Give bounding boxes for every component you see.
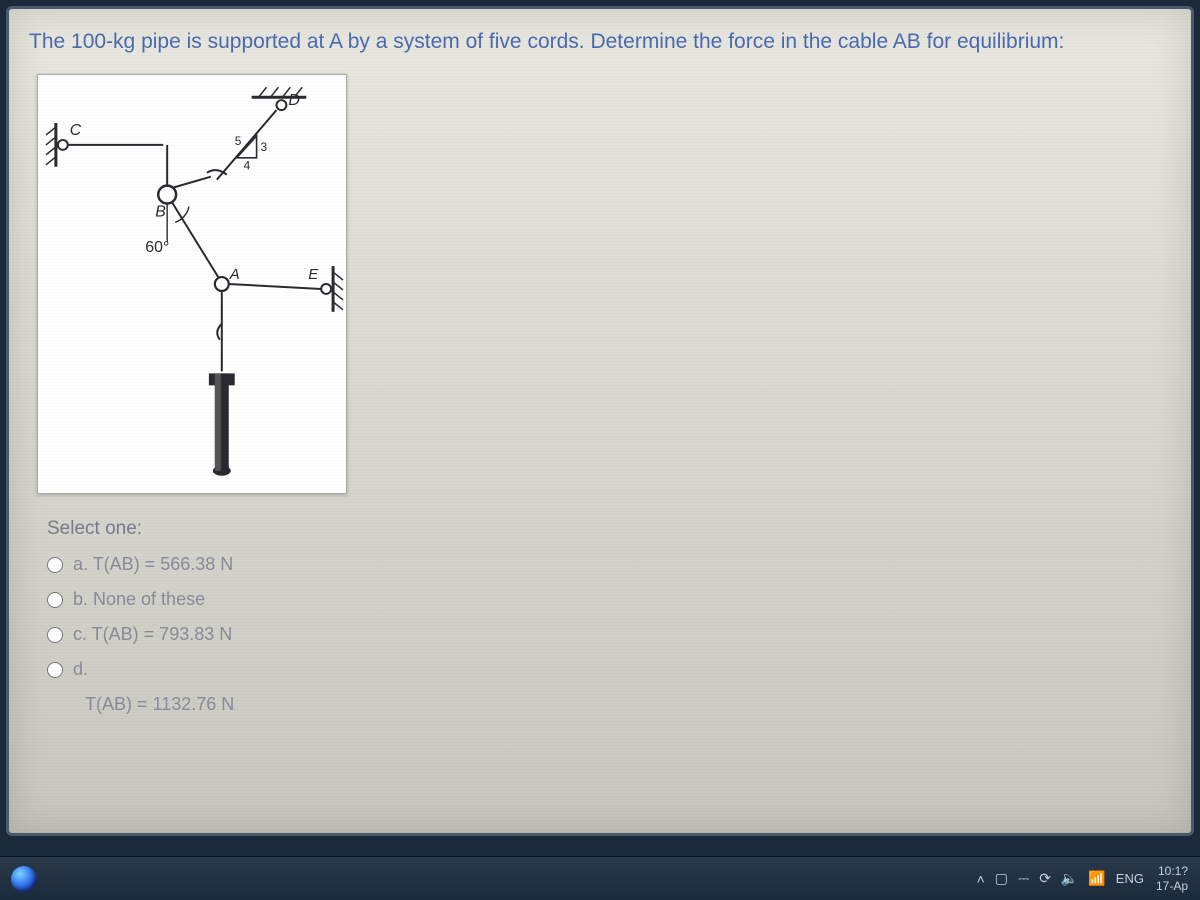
edge-browser-icon[interactable] [6, 861, 42, 897]
radio-a[interactable] [47, 557, 63, 573]
taskbar-left [6, 861, 42, 897]
label-b: B [155, 204, 166, 221]
ratio-4: 4 [244, 159, 251, 173]
network-icon[interactable]: ⎓ [1018, 870, 1029, 887]
label-a: A [229, 267, 240, 283]
select-one-prompt: Select one: [47, 518, 1171, 540]
options-list: a. T(AB) = 566.38 N b. None of these c. … [47, 554, 1171, 715]
language-indicator[interactable]: ENG [1116, 871, 1144, 886]
edge-icon [11, 866, 37, 892]
chevron-up-icon[interactable]: ˄ [977, 871, 985, 887]
option-d-sub: T(AB) = 1132.76 N [85, 694, 1171, 715]
update-icon[interactable]: ⟳ [1039, 870, 1051, 887]
wifi-icon[interactable]: 📶 [1088, 870, 1105, 887]
cord-system-diagram: 4 3 5 [37, 74, 347, 494]
content-area: The 100-kg pipe is supported at A by a s… [9, 9, 1191, 833]
radio-c[interactable] [47, 627, 63, 643]
date-text: 17-Ap [1156, 879, 1188, 894]
ratio-3: 3 [261, 140, 268, 154]
system-tray[interactable]: ˄ ▢ ⎓ ⟳ 🔈 📶 ENG [977, 870, 1144, 887]
taskbar-right: ˄ ▢ ⎓ ⟳ 🔈 📶 ENG 10:1? 17-Ap [977, 864, 1192, 894]
label-e: E [308, 267, 319, 283]
volume-icon[interactable]: 🔈 [1061, 870, 1078, 887]
diagram-svg: 4 3 5 [38, 75, 346, 493]
clock[interactable]: 10:1? 17-Ap [1156, 864, 1192, 894]
option-b[interactable]: b. None of these [47, 589, 1171, 610]
option-d[interactable]: d. [47, 659, 1171, 680]
radio-d[interactable] [47, 662, 63, 678]
label-angle: 60° [145, 240, 169, 257]
quiz-screen: The 100-kg pipe is supported at A by a s… [6, 6, 1194, 836]
option-d-sub-label: T(AB) = 1132.76 N [85, 694, 234, 715]
label-c: C [70, 122, 82, 139]
radio-b[interactable] [47, 592, 63, 608]
option-a-label: a. T(AB) = 566.38 N [73, 554, 233, 575]
option-d-label: d. [73, 659, 88, 680]
question-text: The 100-kg pipe is supported at A by a s… [29, 27, 1171, 56]
option-c[interactable]: c. T(AB) = 793.83 N [47, 624, 1171, 645]
time-text: 10:1? [1156, 864, 1188, 879]
windows-taskbar[interactable]: ˄ ▢ ⎓ ⟳ 🔈 📶 ENG 10:1? 17-Ap [0, 856, 1200, 900]
battery-icon[interactable]: ▢ [995, 870, 1008, 887]
option-a[interactable]: a. T(AB) = 566.38 N [47, 554, 1171, 575]
option-c-label: c. T(AB) = 793.83 N [73, 624, 232, 645]
label-d: D [288, 93, 299, 110]
ratio-5: 5 [235, 134, 242, 148]
option-b-label: b. None of these [73, 589, 205, 610]
